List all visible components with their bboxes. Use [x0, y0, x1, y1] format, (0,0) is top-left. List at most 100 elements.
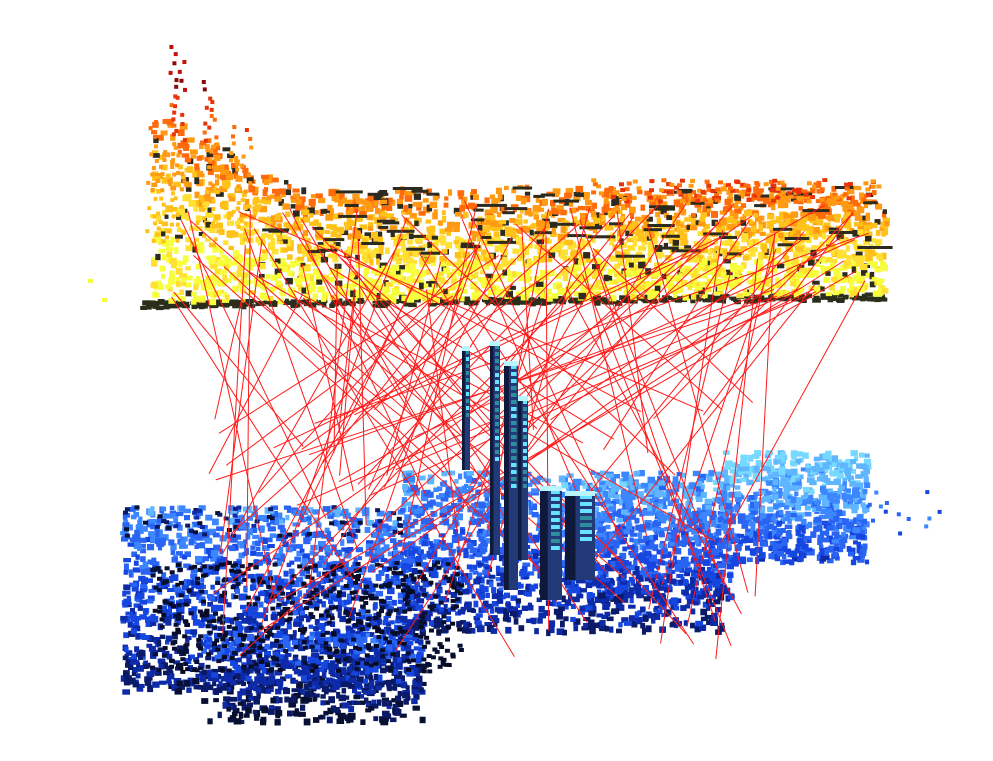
upper-top-point — [697, 188, 703, 193]
upper-cloud-point — [742, 214, 747, 219]
lower-cloud-point — [364, 682, 370, 688]
upper-cloud-point — [565, 285, 573, 290]
upper-cloud-point — [702, 272, 708, 279]
upper-cloud-point — [767, 214, 775, 220]
upper-top-point — [870, 179, 876, 184]
lower-cloud-point — [409, 585, 415, 591]
lower-cloud-point — [389, 620, 395, 625]
upper-cloud-point — [416, 205, 422, 211]
upper-floor-point — [468, 302, 474, 307]
upper-floor-point — [221, 302, 228, 308]
upper-cloud-point — [570, 264, 578, 270]
upper-cloud-point — [830, 199, 836, 206]
lower-cloud-point — [316, 666, 324, 672]
upper-top-point — [592, 182, 598, 187]
lower-cloud-point — [181, 584, 189, 591]
lower-cloud-point — [317, 681, 323, 686]
upper-cloud-point — [391, 264, 400, 271]
lower-cloud-point — [183, 595, 190, 601]
lower-cloud-point — [258, 612, 267, 619]
lower-cloud-point — [229, 547, 237, 552]
lower-cloud-point — [148, 588, 155, 593]
upper-cloud-point — [241, 190, 247, 198]
upper-cloud-point — [179, 273, 187, 279]
upper-cloud-point — [414, 220, 419, 227]
lower-cloud-point — [231, 593, 236, 600]
upper-cloud-point — [426, 188, 432, 193]
lower-cloud-point — [289, 634, 297, 641]
upper-cloud-point — [227, 230, 236, 238]
upper-cloud-point — [489, 194, 496, 199]
upper-spike-point — [211, 207, 216, 211]
upper-cloud-point — [730, 268, 738, 273]
lower-cloud-point — [405, 624, 411, 630]
lower-cloud-point — [371, 553, 380, 559]
lower-cloud-point — [326, 662, 331, 668]
upper-cloud-point — [855, 251, 863, 257]
upper-cloud-point — [278, 258, 287, 264]
upper-stray-point — [102, 298, 107, 302]
lower-cloud-point — [375, 590, 384, 597]
upper-cloud-point — [481, 239, 489, 246]
upper-cloud-point — [630, 266, 638, 272]
upper-cloud-point — [656, 217, 662, 224]
lower-cloud-point — [261, 576, 269, 581]
upper-cloud-point — [198, 242, 205, 250]
upper-cloud-point — [412, 259, 417, 265]
upper-cloud-point — [614, 263, 621, 269]
lower-cloud-point — [295, 603, 303, 611]
lower-cloud-point — [226, 602, 232, 608]
upper-top-point — [770, 198, 776, 203]
upper-cloud-point — [850, 195, 855, 201]
upper-cloud-point — [519, 246, 526, 252]
upper-cloud-point — [703, 223, 710, 230]
upper-spike-point — [247, 204, 252, 209]
upper-cloud-point — [691, 273, 698, 278]
upper-spike-point — [175, 163, 180, 168]
upper-cloud-point — [300, 202, 305, 209]
upper-top-point — [793, 199, 799, 204]
lower-cloud-point — [139, 633, 146, 639]
upper-cloud-point — [875, 229, 881, 236]
lower-cloud-point — [384, 637, 389, 644]
upper-spike-point — [158, 220, 163, 225]
upper-cloud-point — [608, 225, 614, 231]
upper-cloud-point — [473, 194, 479, 200]
upper-cloud-point — [182, 255, 189, 263]
upper-dark-streak — [406, 247, 426, 251]
lower-cloud-point — [137, 544, 143, 551]
upper-cloud-point — [348, 287, 355, 293]
lower-cloud-point — [225, 630, 232, 636]
upper-cloud-point — [161, 221, 169, 227]
upper-cloud-point — [505, 266, 510, 272]
upper-cloud-point — [244, 221, 253, 228]
upper-cloud-point — [226, 278, 232, 283]
upper-cloud-point — [824, 226, 832, 231]
upper-cloud-point — [878, 287, 883, 292]
upper-cloud-point — [711, 211, 718, 218]
upper-cloud-point — [227, 153, 236, 159]
upper-top-point — [796, 190, 801, 195]
lower-cloud-point — [279, 578, 286, 585]
lower-cloud-point — [352, 561, 357, 567]
upper-cloud-point — [727, 224, 735, 230]
lower-cloud-point — [192, 678, 200, 685]
upper-cloud-point — [261, 249, 268, 254]
upper-cloud-point — [258, 236, 266, 242]
lower-cloud-point — [284, 578, 289, 585]
upper-cloud-point — [756, 265, 761, 272]
upper-cloud-point — [205, 275, 210, 281]
upper-cloud-point — [304, 293, 309, 300]
upper-dark-streak — [367, 192, 389, 196]
upper-cloud-point — [595, 279, 602, 285]
upper-cloud-point — [734, 208, 742, 214]
upper-cloud-point — [457, 289, 462, 296]
lower-cloud-point — [390, 526, 398, 531]
lower-cloud-point — [136, 649, 144, 656]
upper-cloud-point — [206, 255, 215, 260]
lower-cloud-point — [137, 519, 143, 527]
upper-cloud-point — [697, 231, 705, 236]
upper-cloud-point — [337, 212, 344, 218]
lower-cloud-point — [337, 510, 346, 517]
upper-cloud-point — [626, 287, 635, 293]
